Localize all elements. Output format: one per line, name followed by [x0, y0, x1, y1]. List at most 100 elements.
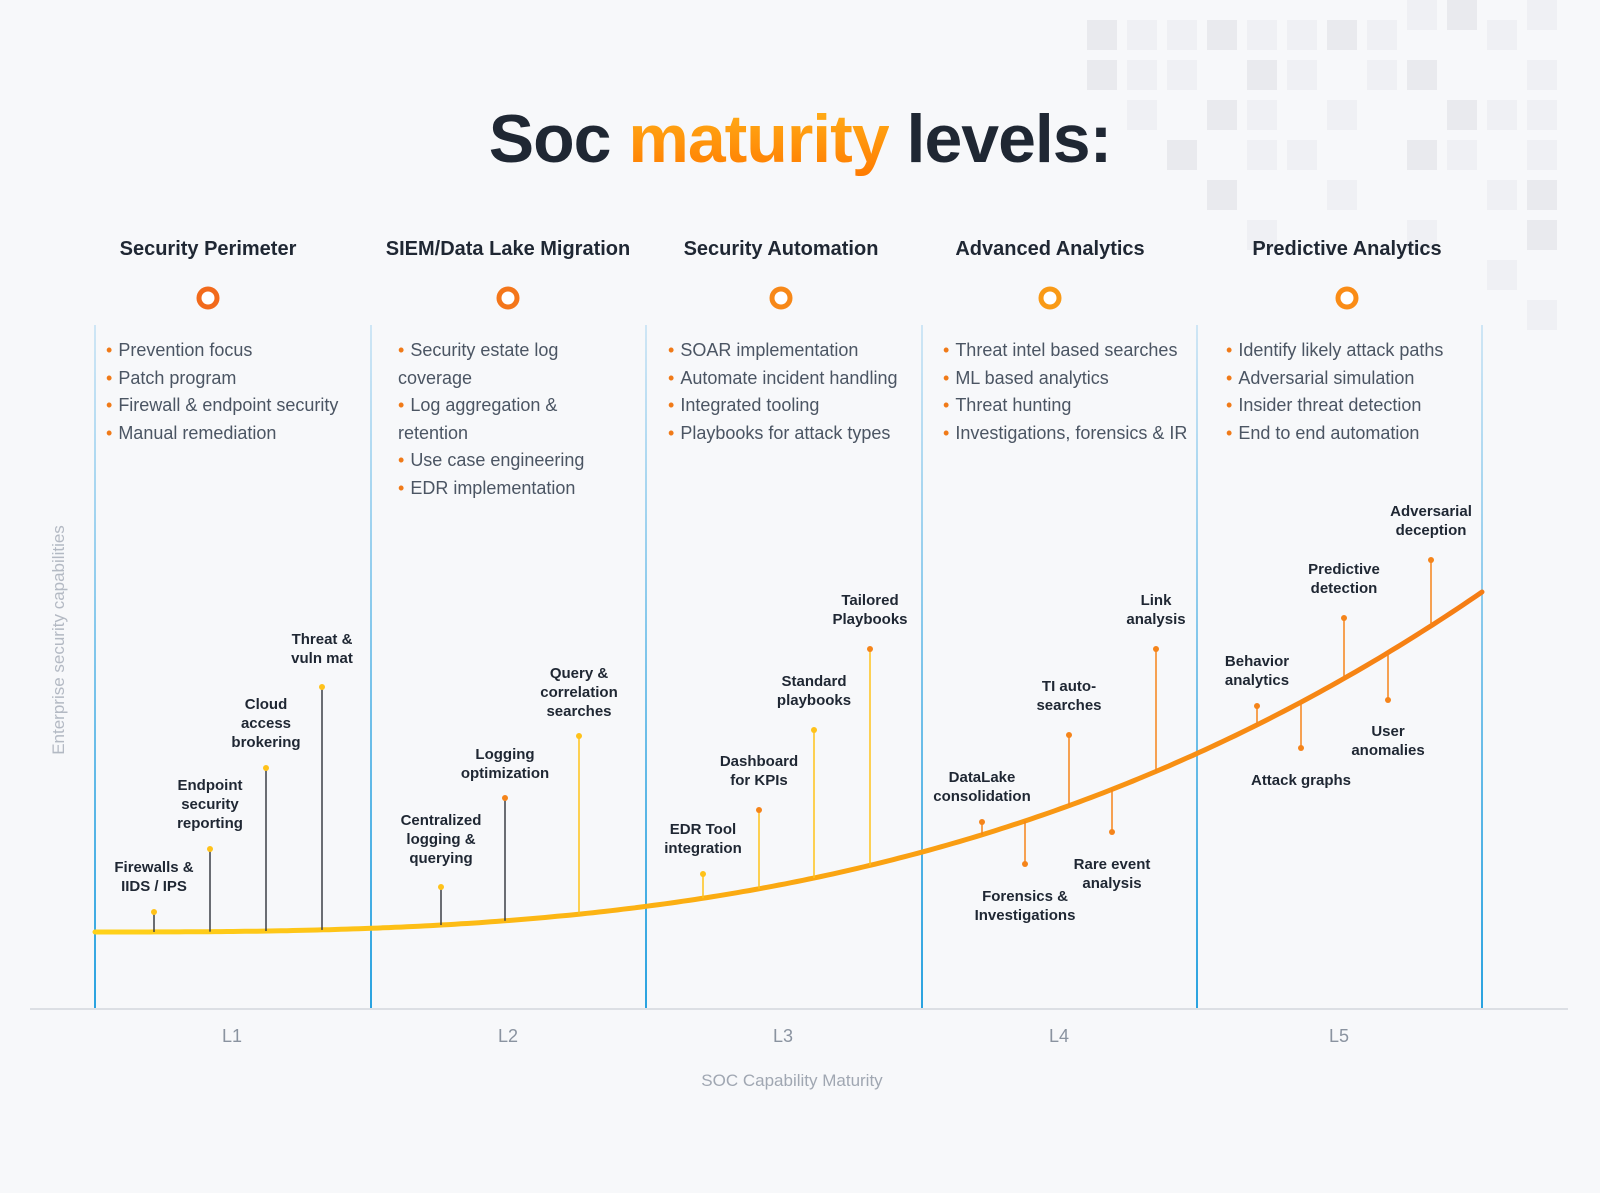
decor-square — [1367, 60, 1397, 90]
capability-label: Cloud access brokering — [231, 696, 301, 751]
capability-label: Endpoint security reporting — [177, 777, 243, 832]
capability-dot — [1066, 732, 1072, 738]
decor-square — [1447, 100, 1477, 130]
decor-square — [1127, 100, 1157, 130]
decor-square — [1527, 140, 1557, 170]
capability-label: Predictive detection — [1308, 561, 1380, 597]
bullet-item: Investigations, forensics & IR — [943, 420, 1193, 448]
decor-square — [1287, 140, 1317, 170]
decor-square — [1367, 20, 1397, 50]
decor-square — [1127, 60, 1157, 90]
decor-square — [1167, 20, 1197, 50]
bullet-item: Threat intel based searches — [943, 337, 1193, 365]
decor-square — [1487, 20, 1517, 50]
level-label: L4 — [1048, 1026, 1070, 1046]
capability-dot — [207, 846, 213, 852]
level-label: L3 — [772, 1026, 794, 1046]
decor-square — [1167, 140, 1197, 170]
level-label: L5 — [1328, 1026, 1350, 1046]
capability-dot — [867, 646, 873, 652]
timeline-node — [496, 286, 520, 310]
bullet-item: Use case engineering — [398, 447, 598, 475]
bullet-list: Threat intel based searchesML based anal… — [943, 337, 1193, 447]
decor-square — [1247, 140, 1277, 170]
decor-square — [1087, 20, 1117, 50]
capability-label: Link analysis — [1126, 592, 1186, 628]
capability-label: Behavior analytics — [1224, 653, 1290, 689]
decor-square — [1087, 60, 1117, 90]
bullet-item: Threat hunting — [943, 392, 1193, 420]
decor-square — [1327, 180, 1357, 210]
bullet-list: Prevention focusPatch programFirewall & … — [106, 337, 361, 447]
bullet-item: End to end automation — [1226, 420, 1481, 448]
divider — [1481, 325, 1483, 1008]
capability-dot — [576, 733, 582, 739]
bullet-item: Patch program — [106, 365, 361, 393]
capability-dot — [1254, 703, 1260, 709]
capability-dot — [811, 727, 817, 733]
divider — [645, 325, 647, 1008]
capability-label: TI auto-searches — [1036, 678, 1102, 714]
bullet-list: Security estate log coverageLog aggregat… — [398, 337, 598, 502]
title: Soc maturity levels: — [0, 100, 1600, 178]
decor-square — [1487, 260, 1517, 290]
capability-dot — [1022, 861, 1028, 867]
decor-square — [1167, 60, 1197, 90]
x-axis-label: SOC Capability Maturity — [701, 1071, 883, 1090]
divider — [94, 325, 96, 1008]
capability-dot — [756, 807, 762, 813]
decor-square — [1207, 20, 1237, 50]
timeline-node — [1038, 286, 1062, 310]
stage-heading: Predictive Analytics — [1252, 238, 1442, 260]
timeline-node — [1335, 286, 1359, 310]
decor-square — [1407, 60, 1437, 90]
decor-square — [1527, 300, 1557, 330]
capability-dot — [319, 684, 325, 690]
decor-square — [1207, 180, 1237, 210]
capability-dot — [700, 871, 706, 877]
bullet-item: SOAR implementation — [668, 337, 908, 365]
decor-square — [1527, 60, 1557, 90]
capability-dot — [263, 765, 269, 771]
capability-dot — [1153, 646, 1159, 652]
decor-square — [1287, 20, 1317, 50]
capability-dot — [1428, 557, 1434, 563]
decor-square — [1247, 20, 1277, 50]
capability-label: Logging optimization — [460, 746, 550, 782]
decor-square — [1407, 140, 1437, 170]
stage-heading: Security Perimeter — [119, 238, 297, 260]
stage-heading: Advanced Analytics — [955, 238, 1145, 260]
y-axis-label: Enterprise security capabilities — [49, 525, 68, 755]
maturity-curve — [92, 589, 1485, 935]
title-prefix: Soc — [488, 101, 612, 177]
capability-label: Dashboard for KPIs — [719, 753, 799, 789]
level-label: L1 — [221, 1026, 243, 1046]
bullet-list: SOAR implementationAutomate incident han… — [668, 337, 908, 447]
stage-heading: SIEM/Data Lake Migration — [385, 238, 631, 260]
bullet-item: Log aggregation & retention — [398, 392, 598, 447]
decor-square — [1527, 180, 1557, 210]
decor-square — [1407, 0, 1437, 30]
decor-square — [1527, 0, 1557, 30]
capability-label: Firewalls & IIDS / IPS — [114, 859, 194, 895]
capability-dot — [1385, 697, 1391, 703]
decor-square — [1447, 0, 1477, 30]
title-highlight: maturity — [628, 101, 889, 177]
bullet-item: EDR implementation — [398, 475, 598, 503]
decor-square — [1327, 100, 1357, 130]
bullet-item: Security estate log coverage — [398, 337, 598, 392]
timeline-node — [196, 286, 220, 310]
decor-square — [1527, 220, 1557, 250]
divider — [370, 325, 372, 1008]
capability-label: Tailored Playbooks — [832, 592, 908, 628]
capability-label: Standard playbooks — [776, 673, 852, 709]
capability-dot — [438, 884, 444, 890]
capability-label: Adversarial deception — [1390, 503, 1472, 539]
capability-label: User anomalies — [1351, 723, 1425, 759]
bullet-item: Automate incident handling — [668, 365, 908, 393]
capability-label: Attack graphs — [1250, 772, 1352, 789]
bullet-item: Playbooks for attack types — [668, 420, 908, 448]
capability-label: Forensics & Investigations — [974, 888, 1076, 924]
